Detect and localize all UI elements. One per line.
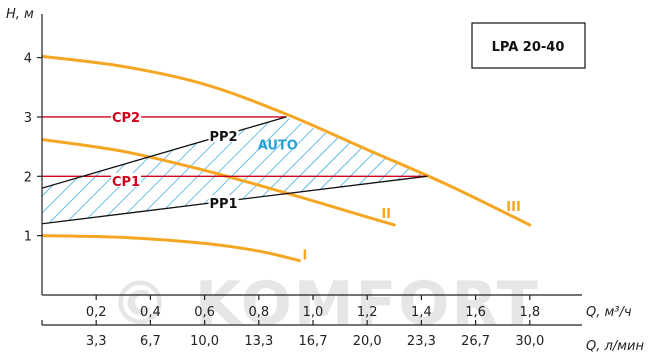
x-tick-label-m3h: 1,8 [519,305,540,320]
x-tick-label-m3h: 0,2 [86,305,107,320]
series-label-cp2: CP2 [112,111,140,126]
y-tick-label: 3 [24,111,32,126]
series-line-ii [42,138,396,227]
x-tick-label-lmin: 10,0 [190,334,219,349]
x-tick-label-lmin: 23,3 [407,334,436,349]
series-label-bg [208,195,239,210]
series-label-pp2: PP2 [210,130,238,145]
series-label-pp1: PP1 [210,197,238,212]
x-tick-label-m3h: 1,2 [357,305,378,320]
curves-group [42,54,532,263]
x-tick-label-lmin: 16,7 [299,334,328,349]
auto-region [42,116,427,224]
series-label-bg [208,127,239,142]
model-badge: LPA 20-40 [492,40,565,55]
series-label-cp1: CP1 [112,175,140,190]
series-label-iii: III [506,200,521,215]
series-label-bg [111,108,142,123]
x-tick-label-m3h: 0,8 [248,305,269,320]
x-tick-label-lmin: 6,7 [140,334,161,349]
series-label-ii: II [381,207,391,222]
y-tick-label: 1 [24,230,32,245]
x-tick-label-m3h: 1,0 [303,305,324,320]
series-label-bg [111,173,142,188]
auto-region-hatch [42,116,427,224]
auto-region-label: AUTO [258,139,298,154]
y-tick-label: 4 [24,52,32,67]
axis-ticks: 1 2 3 4 0,2 0,4 0,6 0,8 1,0 1,2 1,4 1,6 1,8 3,3 6,7 10,… [24,52,545,349]
x-tick-label-m3h: 1,6 [465,305,486,320]
x-tick-label-lmin: 26,7 [461,334,490,349]
x-tick-label-m3h: 1,4 [411,305,432,320]
x-tick-label-lmin: 3,3 [86,334,107,349]
x-axis-m3h-label: Q, м³/ч [586,305,632,320]
series-line-pp2 [42,116,287,189]
series-line-i [42,234,301,263]
x-axis-lmin-label: Q, л/мин [586,339,644,354]
y-axis-label: H, м [6,7,34,22]
x-tick-label-lmin: 30,0 [515,334,544,349]
x-tick-label-lmin: 13,3 [244,334,273,349]
model-badge-box [471,22,586,69]
series-line-iii [42,54,532,227]
y-tick-label: 2 [24,170,32,185]
x-tick-label-m3h: 0,6 [194,305,215,320]
x-tick-label-lmin: 20,0 [353,334,382,349]
x-tick-label-m3h: 0,4 [140,305,161,320]
watermark-text: © KOMFORT [110,269,540,339]
series-label-i: I [302,249,307,264]
